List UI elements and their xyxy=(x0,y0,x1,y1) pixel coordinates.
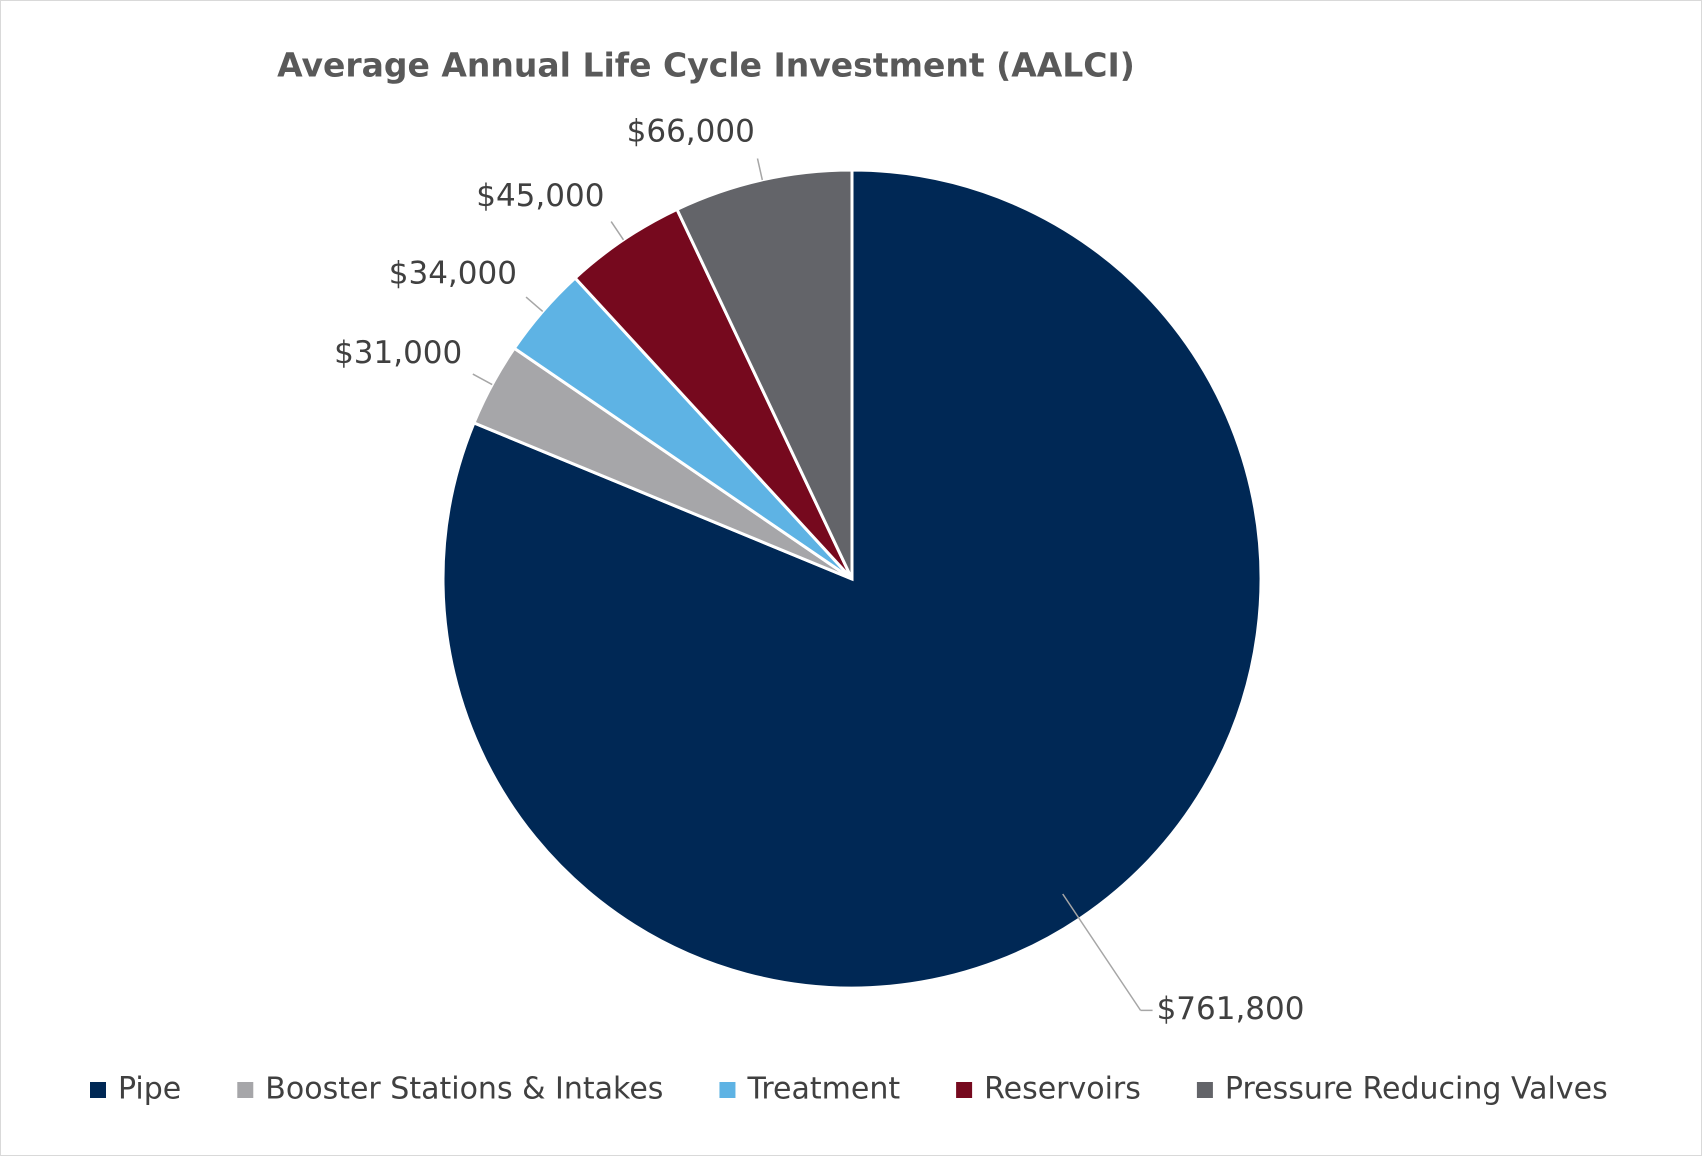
data-label: $66,000 xyxy=(627,113,755,149)
legend-swatch xyxy=(719,1082,736,1098)
data-label: $31,000 xyxy=(334,335,462,371)
legend-label: Treatment xyxy=(746,1072,900,1107)
data-label: $34,000 xyxy=(389,256,517,292)
legend-swatch xyxy=(90,1082,106,1098)
leader-line xyxy=(610,221,625,241)
data-label: $761,800 xyxy=(1157,991,1305,1027)
leader-line xyxy=(1062,893,1142,1011)
leader-line xyxy=(756,158,764,181)
legend-label: Pipe xyxy=(118,1072,181,1107)
data-label: $45,000 xyxy=(476,178,604,214)
leader-line xyxy=(472,373,493,386)
legend-label: Pressure Reducing Valves xyxy=(1225,1072,1608,1107)
pie-slice xyxy=(674,168,854,580)
legend-label: Reservoirs xyxy=(984,1072,1141,1107)
chart-title: Average Annual Life Cycle Investment (AA… xyxy=(277,46,1135,85)
leader-line xyxy=(525,296,544,312)
legend-swatch xyxy=(1196,1082,1213,1098)
legend-swatch xyxy=(956,1082,973,1098)
legend-swatch xyxy=(237,1082,254,1098)
legend-label: Booster Stations & Intakes xyxy=(265,1072,663,1107)
